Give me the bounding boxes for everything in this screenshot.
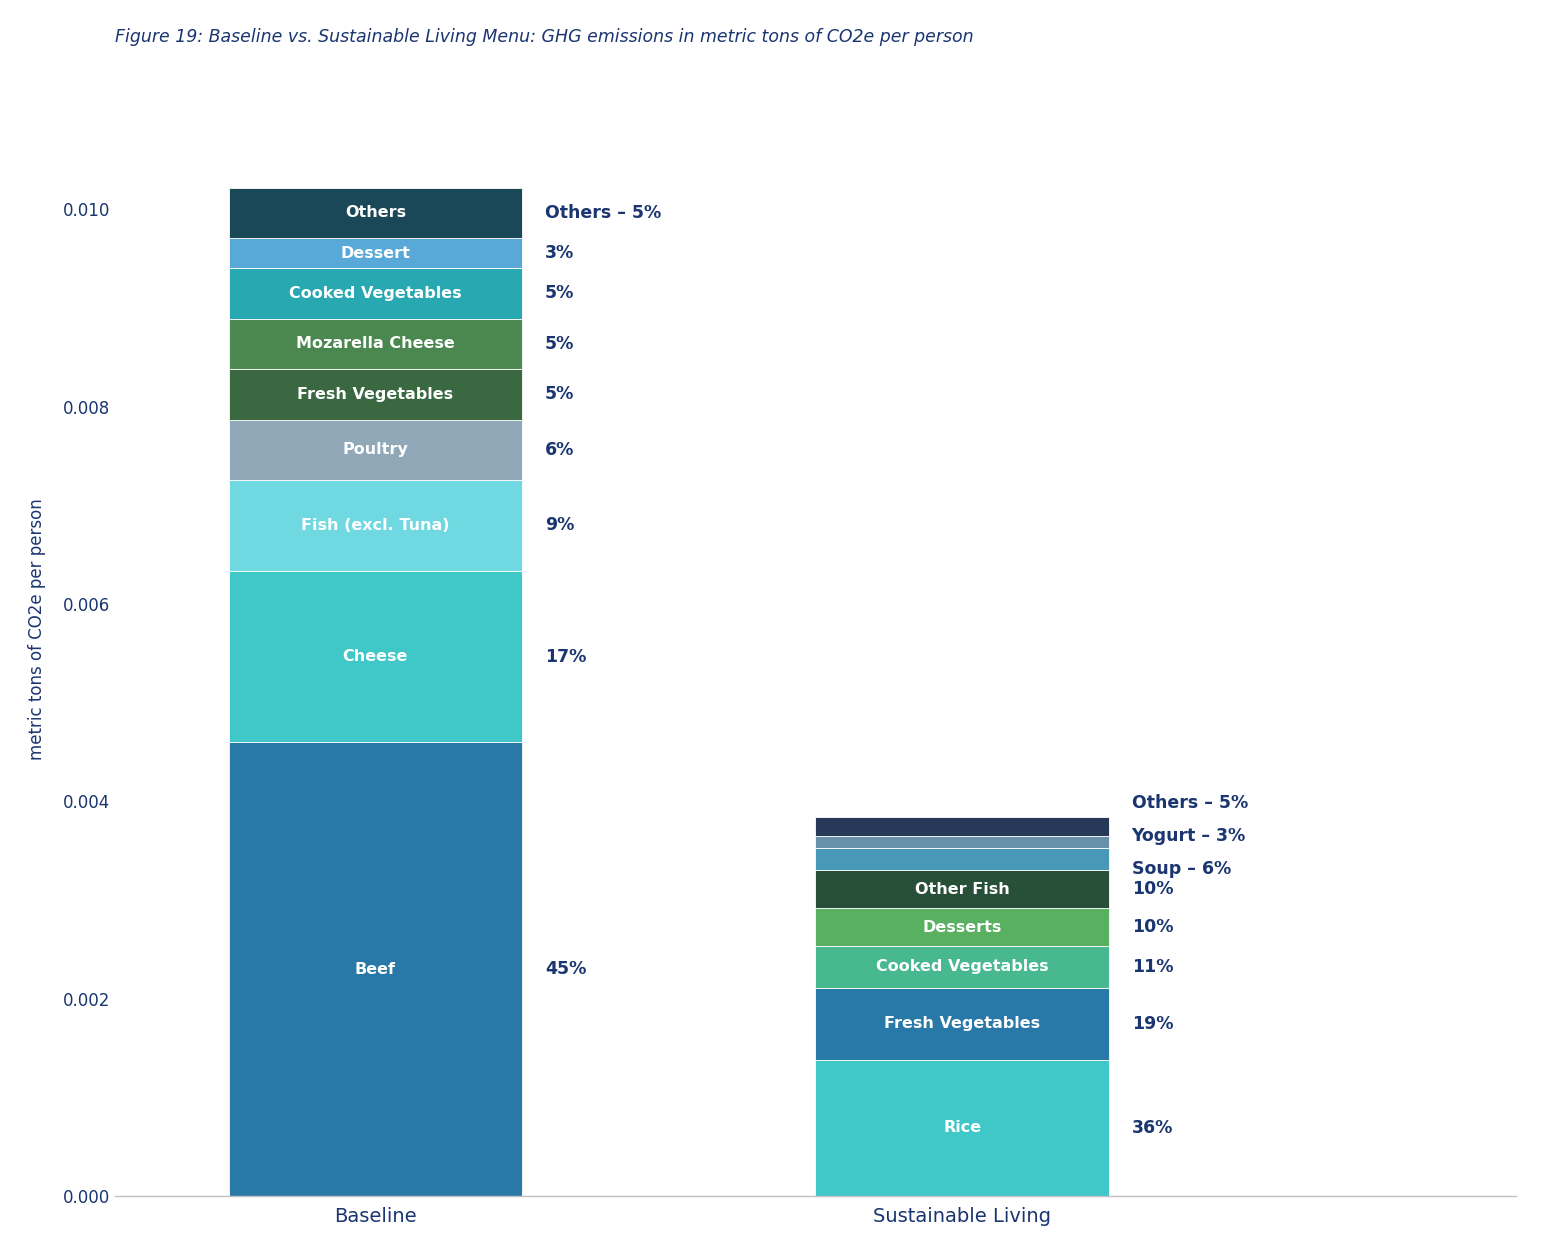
Text: Cheese: Cheese bbox=[343, 650, 408, 665]
Text: 17%: 17% bbox=[545, 647, 587, 666]
Text: Cooked Vegetables: Cooked Vegetables bbox=[875, 959, 1048, 974]
Bar bbox=[815, 848, 1109, 870]
Text: Yogurt – 3%: Yogurt – 3% bbox=[1132, 826, 1246, 845]
Text: Fish (excl. Tuna): Fish (excl. Tuna) bbox=[301, 518, 449, 533]
Text: 6%: 6% bbox=[545, 440, 574, 459]
Bar bbox=[229, 571, 522, 742]
Bar bbox=[229, 420, 522, 480]
Text: 36%: 36% bbox=[1132, 1119, 1173, 1137]
Text: Others – 5%: Others – 5% bbox=[1132, 795, 1248, 813]
Y-axis label: metric tons of CO2e per person: metric tons of CO2e per person bbox=[28, 498, 46, 760]
Text: Other Fish: Other Fish bbox=[914, 882, 1010, 897]
Bar bbox=[815, 836, 1109, 848]
Text: Others: Others bbox=[344, 206, 406, 221]
Text: 19%: 19% bbox=[1132, 1014, 1173, 1033]
Text: Soup – 6%: Soup – 6% bbox=[1132, 859, 1231, 878]
Text: 5%: 5% bbox=[545, 285, 574, 302]
Text: Fresh Vegetables: Fresh Vegetables bbox=[298, 386, 454, 401]
Bar bbox=[229, 188, 522, 238]
Bar bbox=[815, 988, 1109, 1060]
Text: Mozarella Cheese: Mozarella Cheese bbox=[296, 336, 455, 351]
Text: Beef: Beef bbox=[355, 962, 395, 977]
Text: 3%: 3% bbox=[545, 245, 574, 262]
Text: Desserts: Desserts bbox=[922, 919, 1002, 934]
Bar bbox=[815, 908, 1109, 946]
Bar bbox=[815, 818, 1109, 836]
Text: 5%: 5% bbox=[545, 385, 574, 404]
Text: Figure 19: Baseline vs. Sustainable Living Menu: GHG emissions in metric tons of: Figure 19: Baseline vs. Sustainable Livi… bbox=[114, 28, 973, 46]
Text: 45%: 45% bbox=[545, 961, 587, 978]
Text: 10%: 10% bbox=[1132, 918, 1173, 937]
Bar bbox=[229, 480, 522, 571]
Bar bbox=[229, 238, 522, 268]
Bar bbox=[229, 742, 522, 1196]
Text: Others – 5%: Others – 5% bbox=[545, 203, 661, 222]
Bar bbox=[229, 319, 522, 369]
Bar bbox=[229, 369, 522, 420]
Bar bbox=[815, 870, 1109, 908]
Text: 11%: 11% bbox=[1132, 958, 1173, 976]
Text: Rice: Rice bbox=[943, 1120, 980, 1135]
Bar bbox=[229, 268, 522, 319]
Text: 10%: 10% bbox=[1132, 880, 1173, 898]
Bar bbox=[815, 946, 1109, 988]
Text: Cooked Vegetables: Cooked Vegetables bbox=[289, 286, 462, 301]
Bar bbox=[815, 1060, 1109, 1196]
Text: Poultry: Poultry bbox=[343, 443, 408, 458]
Text: 5%: 5% bbox=[545, 335, 574, 352]
Text: Fresh Vegetables: Fresh Vegetables bbox=[885, 1016, 1041, 1031]
Text: Dessert: Dessert bbox=[341, 246, 411, 261]
Text: 9%: 9% bbox=[545, 517, 574, 534]
